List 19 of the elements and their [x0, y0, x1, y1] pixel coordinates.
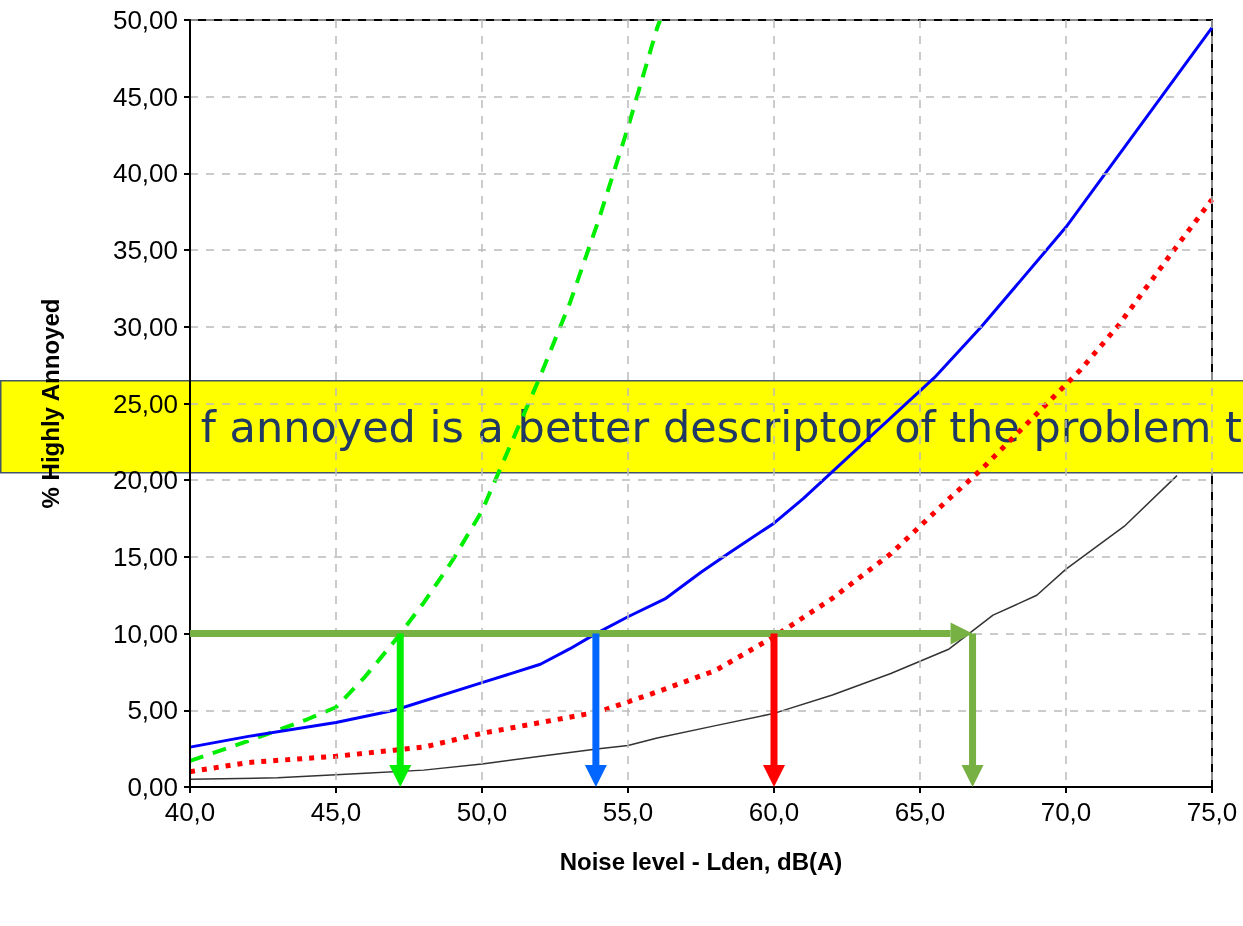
y-tick-label: 35,00	[112, 235, 178, 266]
y-tick-label: 5,00	[127, 695, 178, 726]
x-tick-label: 50,0	[456, 797, 508, 827]
y-tick-label: 50,00	[112, 5, 178, 35]
x-tick-label: 60,0	[748, 797, 800, 827]
x-tick-label: 45,0	[310, 797, 362, 827]
y-tick-label: 10,00	[112, 618, 178, 649]
y-tick-label: 45,00	[112, 81, 178, 112]
x-tick-label: 65,0	[894, 797, 946, 827]
y-axis-title: % Highly Annoyed	[36, 298, 64, 509]
x-tick-label: 55,0	[602, 797, 654, 827]
x-axis-title: Noise level - Lden, dB(A)	[559, 847, 843, 875]
y-tick-label: 40,00	[112, 158, 178, 189]
y-tick-label: 25,00	[112, 388, 178, 419]
y-tick-label: 30,00	[112, 311, 178, 342]
x-tick-label: 70,0	[1040, 797, 1092, 827]
y-tick-label: 15,00	[112, 541, 178, 572]
y-tick-label: 20,00	[112, 465, 178, 496]
x-tick-label: 75,0	[1186, 797, 1238, 827]
